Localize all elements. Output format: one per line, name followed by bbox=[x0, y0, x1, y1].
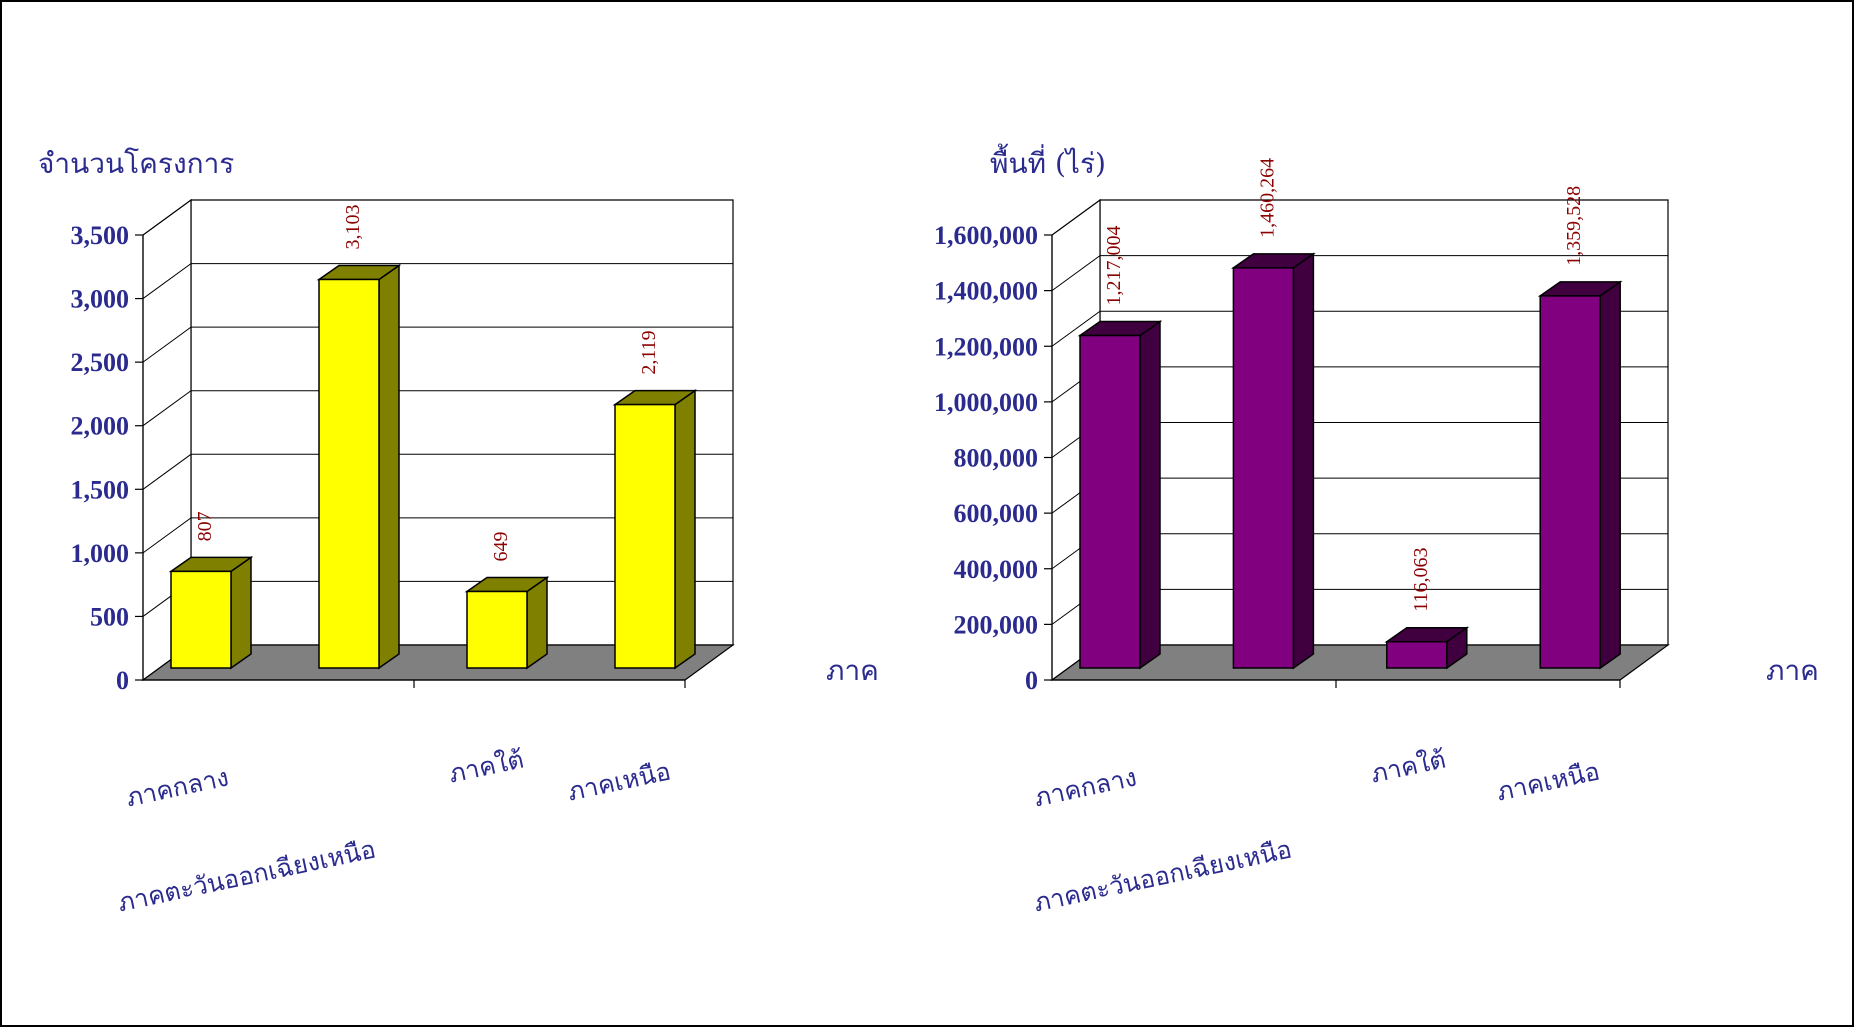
data-label: 1,460,264 bbox=[1256, 158, 1278, 238]
x-axis-label: ภาค bbox=[826, 654, 879, 687]
gridline bbox=[142, 517, 733, 554]
bar bbox=[1386, 640, 1448, 669]
bar bbox=[170, 570, 232, 669]
chart-title: จำนวนโครงการ bbox=[38, 147, 234, 180]
y-tick-label: 2,000 bbox=[71, 412, 130, 441]
x-axis-label: ภาค bbox=[1766, 654, 1819, 687]
gridline bbox=[1051, 310, 1668, 347]
y-tick-label: 1,500 bbox=[71, 475, 130, 504]
bar bbox=[614, 403, 676, 669]
gridline bbox=[142, 326, 733, 363]
gridline bbox=[1051, 255, 1668, 292]
gridline bbox=[142, 453, 733, 490]
y-tick-label: 1,400,000 bbox=[934, 277, 1038, 306]
bar bbox=[1232, 267, 1295, 669]
bar bbox=[318, 278, 380, 669]
y-tick-label: 800,000 bbox=[954, 444, 1039, 473]
y-tick-label: 400,000 bbox=[954, 555, 1039, 584]
gridline bbox=[142, 390, 733, 427]
bar bbox=[1079, 334, 1141, 669]
y-tick-label: 600,000 bbox=[954, 499, 1039, 528]
data-label: 807 bbox=[194, 511, 216, 541]
bar-side bbox=[1139, 320, 1161, 670]
data-label: 2,119 bbox=[638, 330, 660, 374]
y-tick-label: 200,000 bbox=[954, 610, 1039, 639]
chart-title: พื้นที่ (ไร่) bbox=[990, 143, 1106, 180]
bar-side bbox=[674, 389, 696, 670]
y-tick-label: 0 bbox=[116, 666, 129, 695]
y-tick-label: 3,000 bbox=[71, 285, 130, 314]
bar-side bbox=[1599, 280, 1621, 670]
data-label: 1,359,528 bbox=[1563, 186, 1585, 266]
bar-side bbox=[230, 555, 252, 670]
y-tick-label: 3,500 bbox=[71, 221, 130, 250]
data-label: 1,217,004 bbox=[1103, 226, 1125, 306]
project-count-chart: จำนวนโครงการ ภาค 0 500 1,000 1,500 2,000 2,50… bbox=[38, 147, 879, 918]
bar-side bbox=[1292, 252, 1315, 670]
data-label: 649 bbox=[490, 531, 512, 561]
data-label: 3,103 bbox=[342, 204, 364, 249]
y-tick-label: 1,600,000 bbox=[934, 221, 1038, 250]
y-tick-label: 1,000 bbox=[71, 539, 130, 568]
y-tick-label: 500 bbox=[90, 602, 129, 631]
bar-side bbox=[378, 264, 400, 670]
gridline bbox=[1051, 199, 1668, 236]
y-tick-label: 0 bbox=[1025, 666, 1038, 695]
bar bbox=[1539, 295, 1601, 669]
data-label: 116,063 bbox=[1410, 547, 1432, 611]
gridline bbox=[142, 263, 733, 299]
bar-side bbox=[526, 576, 548, 670]
y-tick-label: 1,200,000 bbox=[934, 332, 1038, 361]
y-tick-label: 1,000,000 bbox=[934, 388, 1038, 417]
bar bbox=[466, 590, 528, 669]
y-tick-label: 2,500 bbox=[71, 348, 130, 377]
gridline bbox=[142, 199, 733, 236]
